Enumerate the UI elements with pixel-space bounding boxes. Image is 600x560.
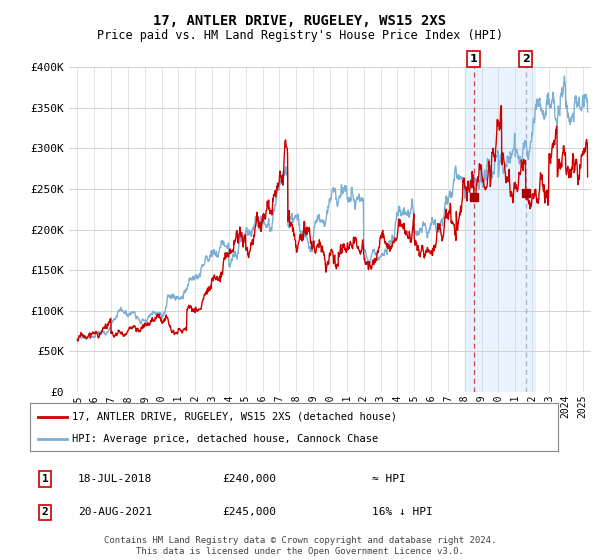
Text: 18-JUL-2018: 18-JUL-2018 <box>78 474 152 484</box>
Text: ≈ HPI: ≈ HPI <box>372 474 406 484</box>
Text: Contains HM Land Registry data © Crown copyright and database right 2024.
This d: Contains HM Land Registry data © Crown c… <box>104 536 496 556</box>
Text: 1: 1 <box>470 54 478 64</box>
Text: 17, ANTLER DRIVE, RUGELEY, WS15 2XS: 17, ANTLER DRIVE, RUGELEY, WS15 2XS <box>154 14 446 28</box>
Text: 1: 1 <box>41 474 49 484</box>
Text: £245,000: £245,000 <box>222 507 276 517</box>
Text: 16% ↓ HPI: 16% ↓ HPI <box>372 507 433 517</box>
Text: 2: 2 <box>522 54 530 64</box>
Text: 17, ANTLER DRIVE, RUGELEY, WS15 2XS (detached house): 17, ANTLER DRIVE, RUGELEY, WS15 2XS (det… <box>72 412 397 422</box>
Text: 2: 2 <box>41 507 49 517</box>
Text: HPI: Average price, detached house, Cannock Chase: HPI: Average price, detached house, Cann… <box>72 434 379 444</box>
Text: Price paid vs. HM Land Registry's House Price Index (HPI): Price paid vs. HM Land Registry's House … <box>97 29 503 42</box>
Text: £240,000: £240,000 <box>222 474 276 484</box>
Text: 20-AUG-2021: 20-AUG-2021 <box>78 507 152 517</box>
Bar <box>465 67 535 392</box>
